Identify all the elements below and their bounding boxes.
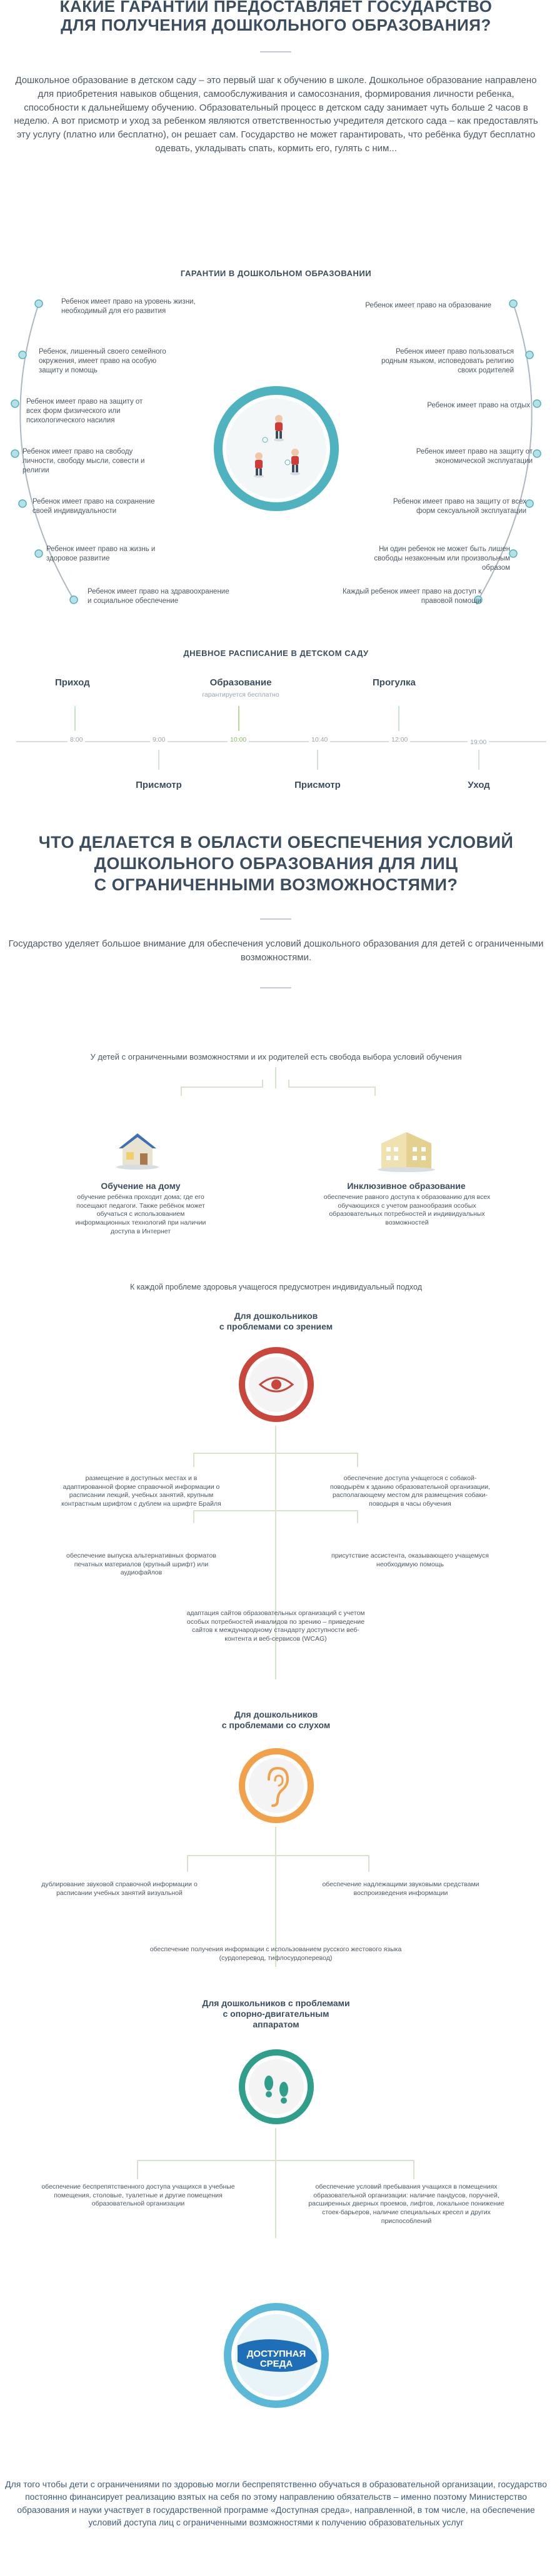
vision-title-line1: Для дошкольников [234,1311,318,1321]
school-building-icon [378,1132,435,1172]
guarantees-arc [11,299,541,604]
hearing-item-3: обеспечение получения информации с испол… [149,1946,402,1962]
motor-title-line2: с опорно-двигательным [223,2008,329,2019]
time-19-00: 19:00 [468,738,489,747]
guarantee-right-6: Ни один ребенок не может быть лишен своб… [374,545,510,572]
guarantee-right-2: Ребенок имеет право пользоваться родным … [381,348,514,374]
guarantee-right-4: Ребенок имеет право на защиту от экономи… [416,448,533,465]
disabled-title: ЧТО ДЕЛАЕТСЯ В ОБЛАСТИ ОБЕСПЕЧЕНИЯ УСЛОВ… [0,832,552,895]
guarantee-left-4: Ребенок имеет право на свободу личности,… [23,448,145,474]
vision-item-5: адаптация сайтов образовательных организ… [186,1609,365,1643]
vision-title-line2: с проблемами со зрением [219,1321,333,1331]
guarantee-right-1: Ребенок имеет право на образование [365,302,491,309]
eye-icon [239,1347,314,1422]
guarantee-left-7: Ребенок имеет право на здравоохранение и… [88,588,229,605]
disabled-title-line2: ДОШКОЛЬНОГО ОБРАЗОВАНИЯ ДЛЯ ЛИЦ [94,853,458,873]
motor-title-line1: Для дошкольников с проблемами [202,1998,350,2008]
schedule-label-care1: Присмотр [136,780,182,790]
children-illustration [214,386,339,511]
footprints-icon [239,2049,314,2124]
hearing-title-line1: Для дошкольников [234,1709,318,1719]
schedule-label-education: Образование [209,677,272,688]
disabled-title-line1: ЧТО ДЕЛАЕТСЯ В ОБЛАСТИ ОБЕСПЕЧЕНИЯ УСЛОВ… [38,833,514,852]
hearing-title-line2: с проблемами со слухом [221,1719,331,1730]
guarantee-left-6: Ребенок имеет право на жизнь и здоровое … [46,545,156,562]
inclusive-text: обеспечение равного доступа к образовани… [323,1193,491,1226]
hearing-title: Для дошкольников с проблемами со слухом [0,1709,552,1731]
time-12-00: 12:00 [389,736,411,745]
motor-connectors [137,2128,414,2238]
ear-icon [239,1748,314,1823]
time-8-00: 8:00 [68,736,86,745]
divider [260,987,291,988]
vision-connectors [193,1426,358,1679]
vision-item-4: присутствие ассистента, оказывающего уча… [331,1552,489,1568]
vision-item-3: обеспечение выпуска альтернативных форма… [66,1552,216,1577]
timeline-marker-arrival [74,706,76,731]
logo-line2: СРЕДА [260,2359,293,2369]
motor-title-line3: аппаратом [253,2019,299,2029]
guarantee-right-7: Каждый ребенок имеет право на доступ к п… [342,588,481,605]
schedule-label-care2: Присмотр [294,780,341,790]
home-learning-text: обучение ребёнка проходит дома; где его … [75,1193,206,1235]
schedule-label-walk: Прогулка [373,677,416,688]
motor-title: Для дошкольников с проблемами с опорно-д… [0,1998,552,2029]
time-10-00: 10:00 [228,736,249,745]
schedule-label-education-sub: гарантируется бесплатно [202,691,279,699]
divider [260,918,291,920]
vision-item-2: обеспечение доступа учащегося с собакой-… [330,1474,490,1508]
guarantee-right-3: Ребенок имеет право на отдых [427,402,530,409]
hearing-connectors [187,1827,369,1967]
schedule-label-arrival: Приход [55,677,90,688]
page-title: КАКИЕ ГАРАНТИИ ПРЕДОСТАВЛЯЕТ ГОСУДАРСТВО… [0,0,552,35]
timeline-axis [16,741,546,742]
guarantee-left-1: Ребенок имеет право на уровень жизни, не… [61,298,196,315]
timeline-marker-education [238,706,239,731]
timeline-marker-care2 [317,750,318,770]
timeline-marker-walk [398,706,399,731]
page-title-line2: ДЛЯ ПОЛУЧЕНИЯ ДОШКОЛЬНОГО ОБРАЗОВАНИЯ? [61,15,491,34]
timeline-marker-leave [478,750,479,770]
intro-paragraph: Дошкольное образование в детском саду – … [14,75,538,154]
hearing-item-1: дублирование звуковой справочной информа… [41,1881,198,1897]
guarantees-title: ГАРАНТИИ В ДОШКОЛЬНОМ ОБРАЗОВАНИИ [180,269,372,278]
accessible-environment-logo: ДОСТУПНАЯ СРЕДА [224,2303,329,2408]
house-icon [116,1133,159,1170]
inclusive-title: Инклюзивное образование [347,1181,466,1191]
time-9-00: 9:00 [150,736,168,745]
logo-line1: ДОСТУПНАЯ [247,2349,306,2359]
motor-item-2: обеспечение условий пребывания учащихся … [308,2183,504,2225]
page-title-line1: КАКИЕ ГАРАНТИИ ПРЕДОСТАВЛЯЕТ ГОСУДАРСТВО [59,0,493,16]
vision-title: Для дошкольников с проблемами со зрением [0,1311,552,1332]
hearing-item-2: обеспечение надлежащими звуковыми средст… [322,1881,479,1897]
motor-item-1: обеспечение беспрепятственного доступа у… [41,2183,235,2208]
guarantee-right-5: Ребенок имеет право на защиту от всех фо… [393,498,526,515]
schedule-title: ДНЕВНОЕ РАСПИСАНИЕ В ДЕТСКОМ САДУ [183,649,369,658]
disabled-title-line3: С ОГРАНИЧЕННЫМИ ВОЗМОЖНОСТЯМИ? [94,875,458,894]
individual-approach: К каждой проблеме здоровья учащегося пре… [129,1283,423,1291]
choice-connector [181,1067,376,1096]
disabled-intro: Государство уделяет большое внимание для… [8,938,544,963]
divider [260,51,291,52]
home-learning-title: Обучение на дому [101,1181,181,1191]
timeline-marker-care1 [158,750,159,770]
vision-item-1: размещение в доступных местах и в адапти… [61,1474,221,1508]
choice-text: У детей с ограниченными возможностями и … [90,1052,462,1062]
guarantee-left-2: Ребенок, лишенный своего семейного окруж… [39,348,166,374]
guarantee-left-5: Ребенок имеет право на сохранение своей … [33,498,155,515]
guarantee-left-3: Ребенок имеет право на защиту от всех фо… [26,398,143,424]
time-10-40: 10:40 [309,736,331,745]
program-text: Для того чтобы дети с ограничениями по з… [5,2479,547,2527]
schedule-label-leave: Уход [468,780,490,790]
